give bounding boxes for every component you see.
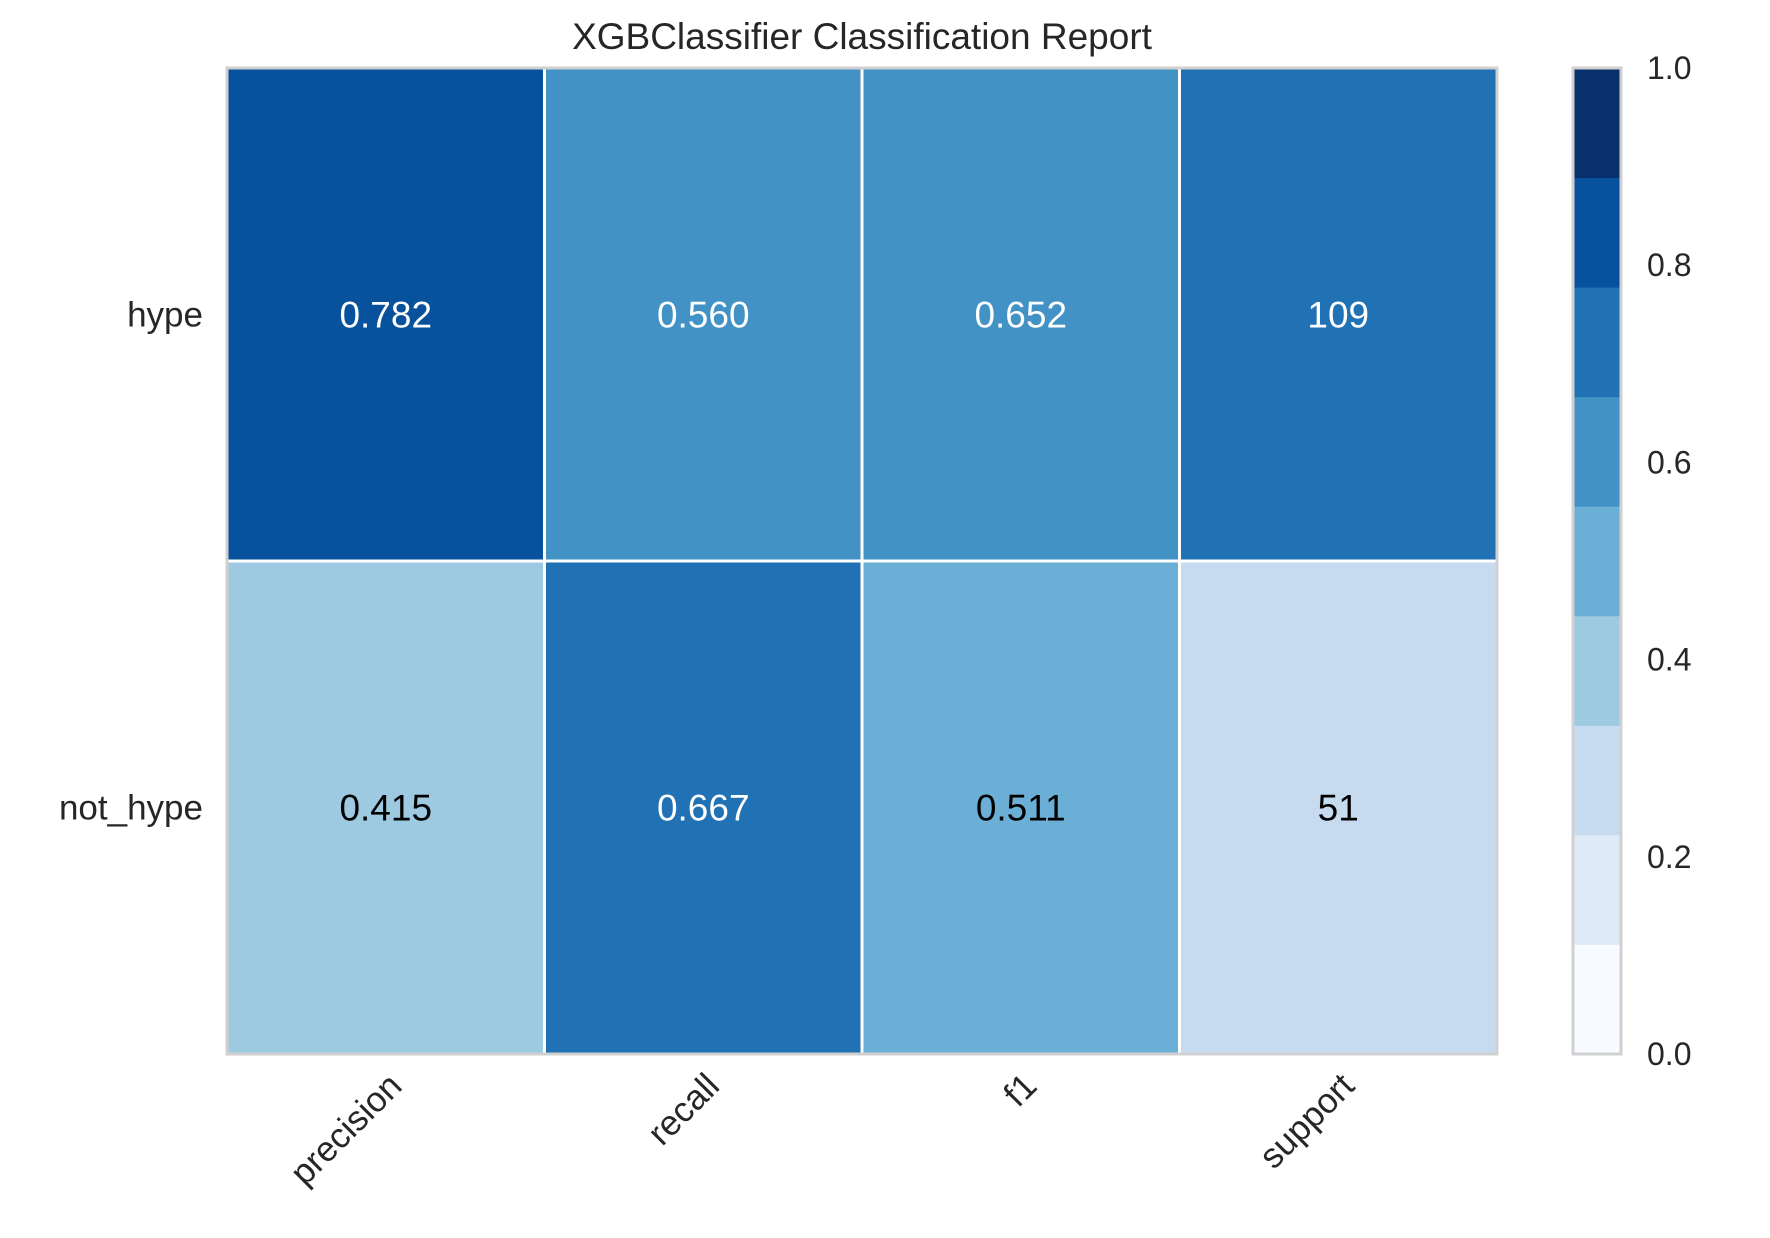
heatmap-cell-hype-precision [225,66,546,563]
colorbar-segment [1573,944,1621,1055]
row-label-not_hype: not_hype [59,789,203,828]
heatmap-cell-hype-recall [543,66,864,563]
cell-value-not_hype-f1: 0.511 [976,788,1066,829]
colorbar-tick-label: 0.0 [1647,1036,1691,1072]
colorbar-segment [1573,287,1621,398]
cell-value-not_hype-support: 51 [1318,788,1359,829]
heatmap-cell-not_hype-precision [225,559,546,1056]
heatmap-grid: 0.782 0.560 0.652 109 0.415 0.667 0.511 51 [225,66,1499,1056]
colorbar-tick-label: 0.8 [1647,247,1691,283]
cell-value-not_hype-precision: 0.415 [339,788,432,829]
colorbar-segment [1573,506,1621,617]
column-label-support: support [1252,1066,1362,1176]
cell-value-hype-support: 109 [1307,295,1369,336]
colorbar-tick-label: 0.2 [1647,839,1691,875]
column-label-f1: f1 [996,1066,1044,1114]
cell-value-hype-precision: 0.782 [339,295,432,336]
colorbar-tick-label: 1.0 [1647,50,1691,86]
column-label-precision: precision [283,1066,410,1193]
colorbar-segment [1573,396,1621,507]
column-label-recall: recall [640,1066,727,1153]
colorbar-segment [1573,68,1621,179]
row-labels: hype not_hype [59,296,203,828]
cell-value-hype-recall: 0.560 [657,295,750,336]
colorbar-tick-label: 0.6 [1647,444,1691,480]
cell-value-hype-f1: 0.652 [974,295,1067,336]
heatmap-cell-not_hype-recall [543,559,864,1056]
colorbar-frame [1571,66,1623,1056]
colorbar-segment [1573,177,1621,288]
column-labels: precision recall f1 support [283,1066,1362,1193]
colorbar: 0.0 0.2 0.4 0.6 0.8 1.0 [1571,50,1691,1072]
cell-value-not_hype-recall: 0.667 [657,788,750,829]
colorbar-segment [1573,725,1621,836]
row-label-hype: hype [127,296,203,335]
chart-title: XGBClassifier Classification Report [572,16,1153,57]
colorbar-tick-label: 0.4 [1647,642,1691,678]
heatmap-cell-not_hype-support [1178,559,1499,1056]
colorbar-segment [1573,615,1621,726]
heatmap-cell-hype-support [1178,66,1499,563]
plot-frame [225,66,1499,1056]
colorbar-segment [1573,834,1621,945]
